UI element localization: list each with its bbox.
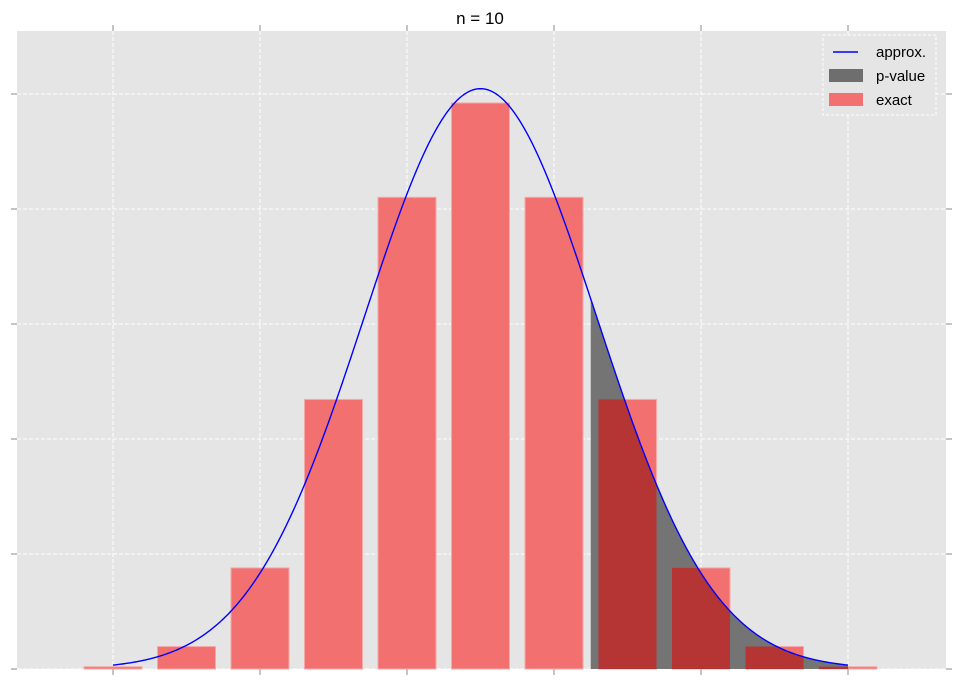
exact-bar [304,398,363,670]
exact-bar [157,646,216,670]
legend-label-p-value: p-value [876,68,925,85]
exact-bar [451,102,510,670]
legend-red-swatch-icon [829,93,863,106]
chart-title: n = 10 [456,9,504,28]
approx-curve [112,87,849,666]
legend-label-exact: exact [876,92,913,109]
legend-label-approx: approx. [876,44,926,61]
legend-gray-swatch-icon [829,69,863,82]
exact-bar [524,196,584,670]
exact-bar [83,666,143,670]
exact-bar [230,567,290,670]
exact-bar [377,196,437,670]
exact-bars [83,102,878,670]
legend: approx. p-value exact [822,34,937,116]
axis-ticks [11,25,952,675]
